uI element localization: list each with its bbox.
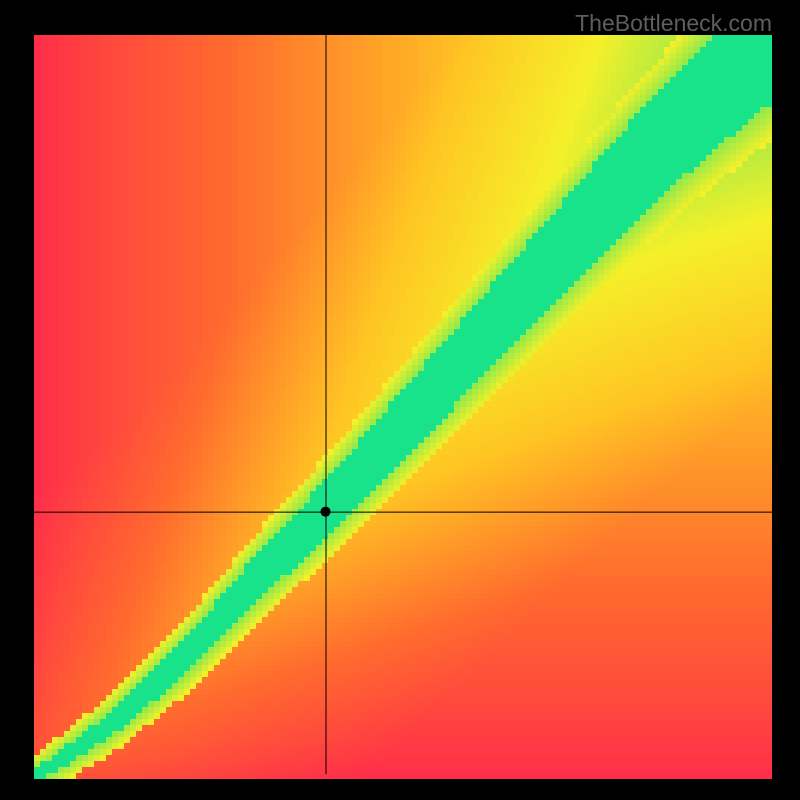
bottleneck-heatmap xyxy=(0,0,800,800)
watermark-text: TheBottleneck.com xyxy=(575,10,772,37)
